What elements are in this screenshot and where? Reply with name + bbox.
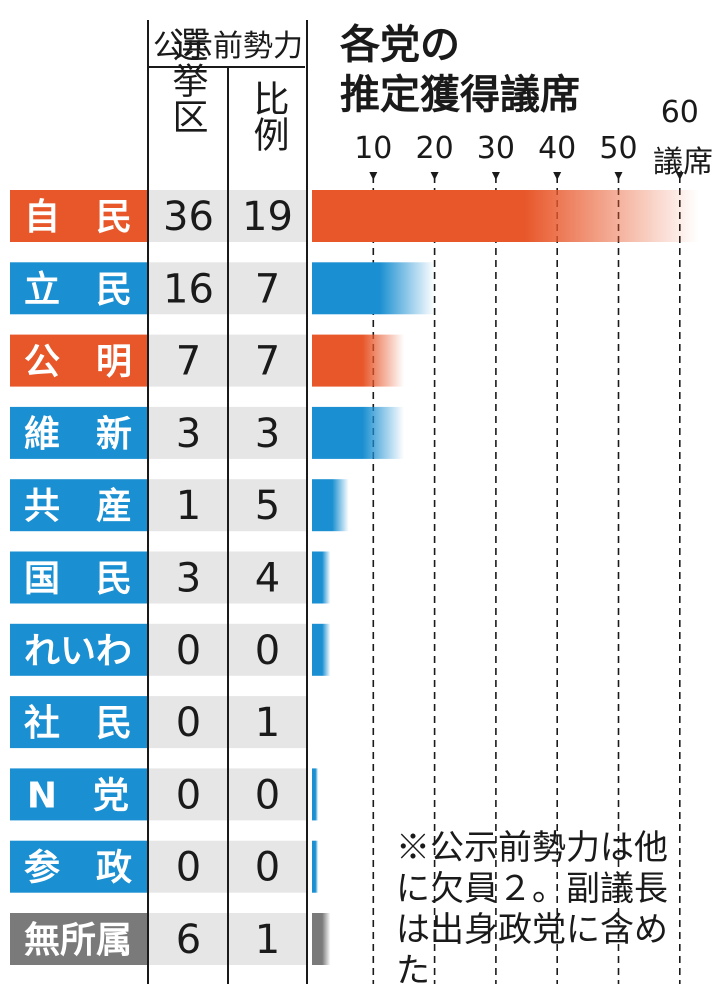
tick-marker: [369, 172, 378, 180]
tick-marker: [553, 172, 562, 180]
party-label-cell: [10, 334, 147, 387]
pr-seats-value: 0: [255, 845, 280, 891]
party-label: 社 民: [24, 703, 132, 744]
bar: [312, 406, 404, 459]
party-label: 維 新: [24, 414, 132, 455]
bar: [312, 190, 699, 242]
seat-cell: [229, 840, 306, 893]
party-label: 立 民: [24, 269, 132, 310]
seat-cell: [149, 840, 228, 893]
pr-seats-value: 5: [255, 483, 280, 529]
x-tick-label: 30: [477, 131, 515, 166]
pr-seats-value: 7: [255, 266, 280, 312]
axis-unit-label: 議席: [653, 145, 713, 180]
seat-cell: [149, 479, 228, 532]
bar: [312, 768, 319, 821]
district-seats-value: 0: [176, 628, 201, 674]
bar: [312, 334, 404, 387]
party-label: れいわ: [24, 631, 132, 672]
seat-cell: [149, 551, 228, 604]
x-axis-ticks: 10 20 30 40 50 60: [354, 95, 699, 984]
bar: [312, 623, 331, 676]
district-seats-value: 1: [176, 483, 201, 529]
district-seats-value: 16: [163, 266, 214, 312]
party-label: 参 政: [24, 848, 132, 889]
seat-cell: [149, 334, 228, 387]
seat-cell: [229, 768, 306, 821]
seat-cell: [149, 696, 228, 749]
seat-cell: [229, 334, 306, 387]
party-label: 自 民: [24, 197, 132, 238]
x-tick-label: 40: [538, 131, 576, 166]
party-label: N 党: [27, 775, 129, 816]
bar: [312, 479, 349, 532]
bar: [312, 913, 331, 965]
party-label-cell: [10, 262, 147, 315]
header-col2-label: 比例: [248, 80, 289, 152]
district-seats-value: 36: [163, 194, 214, 240]
seat-cell: [229, 406, 306, 459]
district-seats-value: 3: [176, 556, 201, 602]
tick-marker: [675, 172, 684, 180]
party-label-cell: [10, 840, 147, 893]
district-seats-value: 6: [176, 917, 201, 963]
x-tick-label: 10: [354, 131, 392, 166]
pr-seats-value: 0: [255, 772, 280, 818]
header-group-label: 公示前勢力: [153, 29, 303, 64]
chart-title-line2: 推定獲得議席: [340, 72, 580, 118]
party-label-cell: [10, 913, 147, 965]
party-label-cell: [10, 551, 147, 604]
party-label-cell: [10, 623, 147, 676]
tick-marker: [614, 172, 623, 180]
seat-cell: [229, 696, 306, 749]
pr-seats-value: 19: [242, 194, 293, 240]
seat-cell: [149, 623, 228, 676]
pr-seats-value: 7: [255, 339, 280, 385]
party-label-cell: [10, 696, 147, 749]
header-col1-label: 選挙区: [167, 26, 208, 134]
seat-cell: [229, 623, 306, 676]
seat-cell: [229, 262, 306, 315]
pr-seats-value: 4: [255, 556, 280, 602]
seat-cell: [149, 913, 228, 965]
pr-seats-value: 3: [255, 411, 280, 457]
seat-cell: [229, 190, 306, 242]
party-label: 無所属: [24, 920, 132, 961]
footnote: ※公示前勢力は他に欠員２。副議長は出身政党に含めた: [396, 828, 668, 991]
district-seats-value: 3: [176, 411, 201, 457]
district-seats-value: 0: [176, 845, 201, 891]
tick-marker: [491, 172, 500, 180]
x-tick-label: 60: [661, 95, 699, 130]
seat-cell: [149, 768, 228, 821]
district-seats-value: 0: [176, 772, 201, 818]
bar: [312, 840, 319, 893]
pr-seats-value: 1: [255, 700, 280, 746]
x-tick-label: 20: [416, 131, 454, 166]
seat-cell: [149, 190, 228, 242]
chart-title-line1: 各党の: [340, 22, 460, 68]
bar: [312, 551, 331, 604]
seat-cell: [149, 406, 228, 459]
district-seats-value: 7: [176, 339, 201, 385]
seat-cell: [149, 262, 228, 315]
tick-marker: [430, 172, 439, 180]
party-label-cell: [10, 768, 147, 821]
district-seats-value: 0: [176, 700, 201, 746]
pr-seats-value: 1: [255, 917, 280, 963]
bar-series: [312, 190, 699, 965]
party-label-cell: [10, 479, 147, 532]
party-label: 公 明: [24, 342, 132, 383]
seat-cell: [229, 479, 306, 532]
party-label: 共 産: [24, 486, 132, 527]
party-label: 国 民: [24, 559, 132, 600]
seat-cell: [229, 913, 306, 965]
pr-seats-value: 0: [255, 628, 280, 674]
bar: [312, 262, 435, 315]
party-label-cell: [10, 190, 147, 242]
seat-cell: [229, 551, 306, 604]
x-tick-label: 50: [599, 131, 637, 166]
party-label-cell: [10, 406, 147, 459]
